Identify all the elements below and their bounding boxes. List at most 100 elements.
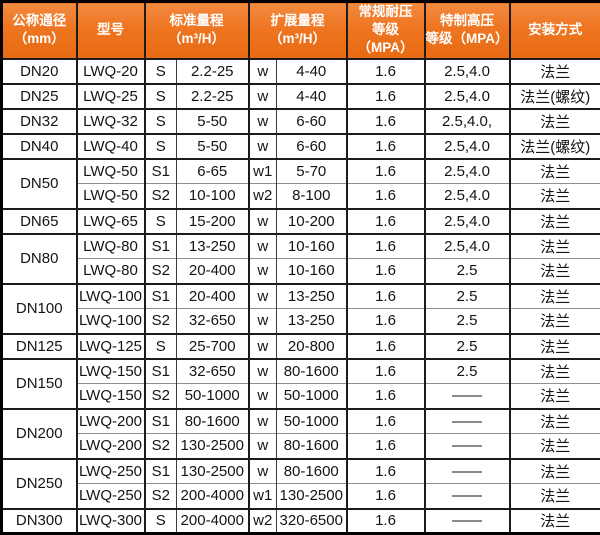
cell-ext-range: 50-1000 xyxy=(276,383,347,409)
table-header: 公称通径 （mm） 型号 标准量程 （m³/H） 扩展量程 （m³/H） 常规耐… xyxy=(1,1,600,59)
cell-high-pressure: 2.5 xyxy=(423,308,510,334)
cell-std-marker: S xyxy=(143,107,177,134)
cell-high-pressure: 2.5 xyxy=(423,357,510,384)
table-row: LWQ-80 S2 20-400 w 10-160 1.6 2.5 法兰 xyxy=(2,258,600,284)
header-extended-range: 扩展量程 （m³/H） xyxy=(247,1,347,59)
cell-model: LWQ-100 xyxy=(75,308,145,334)
cell-std-marker: S1 xyxy=(143,232,177,259)
cell-std-marker: S2 xyxy=(143,258,177,284)
cell-std-range: 32-650 xyxy=(176,357,249,384)
header-regular-pressure: 常规耐压 等级（MPA） xyxy=(345,1,425,59)
cell-ext-marker: w xyxy=(247,258,277,284)
cell-std-marker: S1 xyxy=(143,407,177,434)
cell-std-range: 50-1000 xyxy=(176,383,249,409)
table-row: LWQ-250 S2 200-4000 w1 130-2500 1.6 —— 法兰 xyxy=(2,483,600,509)
cell-model: LWQ-65 xyxy=(75,207,145,234)
cell-ext-range: 10-160 xyxy=(276,232,347,259)
cell-regular-pressure: 1.6 xyxy=(345,132,425,159)
cell-nominal-diameter: DN300 xyxy=(0,507,77,534)
cell-model: LWQ-25 xyxy=(75,82,145,109)
cell-ext-marker: w xyxy=(247,457,277,484)
cell-ext-range: 13-250 xyxy=(276,308,347,334)
cell-std-range: 200-4000 xyxy=(176,507,249,534)
cell-model: LWQ-200 xyxy=(75,433,145,459)
cell-std-range: 2.2-25 xyxy=(176,57,249,84)
cell-model: LWQ-250 xyxy=(75,457,145,484)
cell-ext-range: 6-60 xyxy=(276,107,347,134)
cell-std-marker: S2 xyxy=(143,383,177,409)
cell-ext-range: 5-70 xyxy=(276,157,347,184)
cell-regular-pressure: 1.6 xyxy=(345,308,425,334)
header-model: 型号 xyxy=(75,1,145,59)
cell-high-pressure: —— xyxy=(423,407,510,434)
cell-std-marker: S1 xyxy=(143,282,177,309)
header-text: 扩展量程 xyxy=(270,13,325,29)
cell-model: LWQ-200 xyxy=(75,407,145,434)
header-text: 常规耐压 xyxy=(358,4,413,19)
cell-model: LWQ-50 xyxy=(75,183,145,209)
cell-ext-range: 80-1600 xyxy=(276,457,347,484)
cell-std-range: 5-50 xyxy=(176,107,249,134)
table-row: DN150 LWQ-150 S1 32-650 w 80-1600 1.6 2.5 法兰 xyxy=(0,357,600,409)
header-high-pressure: 特制高压 等级（MPA） xyxy=(423,1,510,59)
cell-regular-pressure: 1.6 xyxy=(345,82,425,109)
cell-ext-range: 6-60 xyxy=(276,132,347,159)
cell-model: LWQ-32 xyxy=(75,107,145,134)
cell-ext-marker: w2 xyxy=(247,183,277,209)
cell-regular-pressure: 1.6 xyxy=(345,507,425,534)
cell-installation: 法兰(螺纹) xyxy=(508,82,600,109)
cell-ext-range: 4-40 xyxy=(276,57,347,84)
cell-ext-range: 4-40 xyxy=(276,82,347,109)
cell-std-marker: S xyxy=(143,507,177,534)
cell-installation: 法兰 xyxy=(508,57,600,84)
cell-installation: 法兰 xyxy=(508,357,600,384)
cell-nominal-diameter: DN250 xyxy=(0,457,77,509)
cell-std-range: 32-650 xyxy=(176,308,249,334)
header-text: 安装方式 xyxy=(528,22,583,38)
cell-high-pressure: 2.5 xyxy=(423,258,510,284)
cell-ext-range: 8-100 xyxy=(276,183,347,209)
header-text: 公称通径 xyxy=(12,13,67,29)
spec-table-body: DN20 LWQ-20 S 2.2-25 w 4-40 1.6 2.5,4.0 法兰 DN25 LW… xyxy=(0,57,600,534)
cell-installation: 法兰 xyxy=(508,507,600,534)
cell-regular-pressure: 1.6 xyxy=(345,207,425,234)
cell-std-range: 15-200 xyxy=(176,207,249,234)
cell-std-marker: S xyxy=(143,132,177,159)
cell-ext-marker: w xyxy=(247,308,277,334)
cell-ext-marker: w1 xyxy=(247,483,277,509)
cell-high-pressure: 2.5,4.0 xyxy=(423,57,510,84)
table-row: DN200 LWQ-200 S1 80-1600 w 50-1000 1.6 —— 法兰 xyxy=(0,407,600,459)
cell-ext-marker: w xyxy=(247,232,277,259)
cell-high-pressure: —— xyxy=(423,483,510,509)
cell-std-marker: S xyxy=(143,57,177,84)
cell-model: LWQ-150 xyxy=(75,357,145,384)
cell-installation: 法兰 xyxy=(508,157,600,184)
cell-nominal-diameter: DN32 xyxy=(0,107,77,134)
cell-installation: 法兰(螺纹) xyxy=(508,132,600,159)
cell-std-marker: S1 xyxy=(143,457,177,484)
cell-model: LWQ-80 xyxy=(75,258,145,284)
cell-installation: 法兰 xyxy=(508,457,600,484)
header-text: （m³/H） xyxy=(269,31,326,47)
cell-high-pressure: 2.5,4.0 xyxy=(423,82,510,109)
cell-std-range: 10-100 xyxy=(176,183,249,209)
cell-model: LWQ-20 xyxy=(75,57,145,84)
cell-nominal-diameter: DN100 xyxy=(0,282,77,334)
cell-std-range: 80-1600 xyxy=(176,407,249,434)
cell-installation: 法兰 xyxy=(508,332,600,359)
cell-nominal-diameter: DN25 xyxy=(0,82,77,109)
cell-ext-range: 10-160 xyxy=(276,258,347,284)
cell-std-range: 2.2-25 xyxy=(176,82,249,109)
cell-ext-marker: w xyxy=(247,57,277,84)
cell-regular-pressure: 1.6 xyxy=(345,157,425,184)
cell-high-pressure: 2.5,4.0 xyxy=(423,207,510,234)
cell-ext-marker: w xyxy=(247,332,277,359)
cell-std-marker: S1 xyxy=(143,357,177,384)
cell-installation: 法兰 xyxy=(508,258,600,284)
table-row: DN20 LWQ-20 S 2.2-25 w 4-40 1.6 2.5,4.0 法兰 xyxy=(0,57,600,84)
cell-installation: 法兰 xyxy=(508,308,600,334)
cell-nominal-diameter: DN200 xyxy=(0,407,77,459)
cell-high-pressure: 2.5 xyxy=(423,332,510,359)
cell-regular-pressure: 1.6 xyxy=(345,232,425,259)
